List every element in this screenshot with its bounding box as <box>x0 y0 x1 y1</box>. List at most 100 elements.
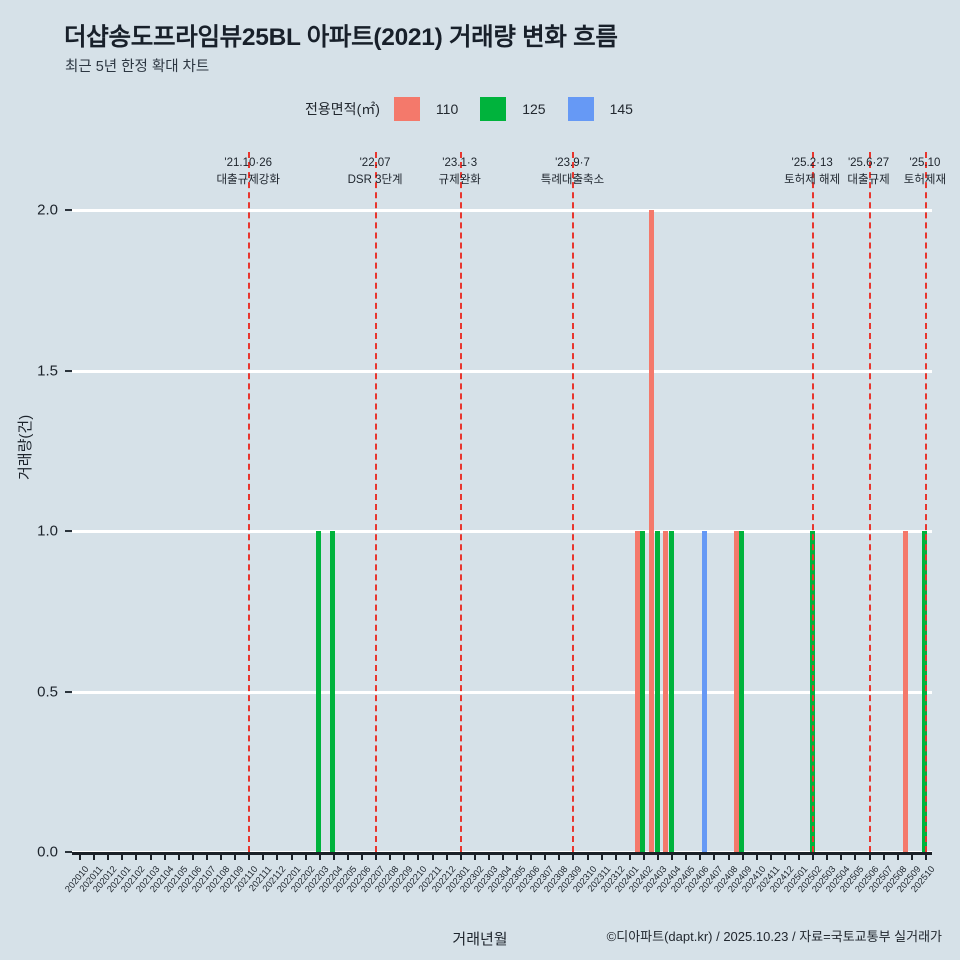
x-tick-mark-202202 <box>304 852 307 860</box>
legend-item-110[interactable]: 110 <box>393 97 474 121</box>
event-label: 토허제재 <box>903 174 947 186</box>
bar-202404-110 <box>663 531 669 852</box>
y-tick-label-2.0: 2.0 <box>37 201 58 219</box>
page-subtitle: 최근 5년 한정 확대 차트 <box>65 59 210 75</box>
x-tick-mark-202506 <box>868 852 871 860</box>
chart-legend: 전용면적(㎡) 110 125 145 <box>0 97 960 121</box>
x-tick-mark-202309 <box>572 852 575 860</box>
event-line-202309 <box>572 152 575 852</box>
legend-label-125: 125 <box>522 101 546 117</box>
event-annotation-202502: '25.2·13 토허제 해제 <box>784 155 840 189</box>
x-tick-mark-202012 <box>107 852 110 860</box>
bar-202203-125 <box>316 531 322 852</box>
legend-item-145[interactable]: 145 <box>567 97 649 121</box>
gridline-1.5 <box>72 369 932 373</box>
legend-item-125[interactable]: 125 <box>480 97 561 121</box>
x-tick-mark-202104 <box>163 852 166 860</box>
event-label: 토허제 해제 <box>784 174 841 186</box>
x-tick-mark-202404 <box>671 852 674 860</box>
event-annotation-202110: '21.10·26 대출규제강화 <box>216 155 279 189</box>
x-tick-mark-202409 <box>741 852 744 860</box>
x-tick-mark-202105 <box>177 852 180 860</box>
bar-202409-125 <box>739 531 745 852</box>
y-tick-mark-0.5 <box>65 690 72 693</box>
event-date: '25.6·27 <box>847 157 890 169</box>
legend-title: 전용면적(㎡) <box>305 101 380 117</box>
event-line-202510 <box>924 152 927 852</box>
bar-202404-125 <box>668 531 674 852</box>
x-tick-mark-202505 <box>854 852 857 860</box>
x-tick-mark-202212 <box>445 852 448 860</box>
x-tick-mark-202507 <box>882 852 885 860</box>
x-tick-mark-202110 <box>248 852 251 860</box>
x-tick-mark-202504 <box>840 852 843 860</box>
bar-202509-110 <box>903 531 909 852</box>
x-tick-mark-202410 <box>755 852 758 860</box>
event-date: '22.07 <box>359 157 391 169</box>
x-tick-mark-202205 <box>346 852 349 860</box>
event-line-202502 <box>812 152 815 852</box>
x-tick-mark-202312 <box>614 852 617 860</box>
y-tick-mark-1.5 <box>65 369 72 372</box>
gridline-1.0 <box>72 530 932 533</box>
x-tick-mark-202106 <box>191 852 194 860</box>
x-tick-mark-202207 <box>375 852 378 860</box>
gridline-2.0 <box>72 209 932 212</box>
bar-202402-110 <box>635 531 641 852</box>
event-line-202301 <box>459 152 462 852</box>
x-tick-mark-202108 <box>220 852 223 860</box>
event-date: '23.1·3 <box>442 157 478 169</box>
x-tick-mark-202112 <box>276 852 279 860</box>
y-tick-label-0.5: 0.5 <box>37 683 58 700</box>
bar-202204-125 <box>330 531 336 852</box>
x-tick-mark-202101 <box>121 852 124 860</box>
x-tick-mark-202206 <box>361 852 364 860</box>
x-tick-mark-202403 <box>657 852 660 860</box>
x-tick-mark-202305 <box>516 852 519 860</box>
x-tick-mark-202402 <box>642 852 645 860</box>
event-annotation-202510: '25.10 토허제재 <box>904 155 946 189</box>
plot-area: 0.0 0.5 1.0 1.5 2.0 '21.10·26 대출규제강화 '22.07 DSR … <box>37 152 946 861</box>
x-tick-mark-202211 <box>431 852 434 860</box>
x-tick-mark-202510 <box>924 852 927 860</box>
x-tick-mark-202109 <box>234 852 237 860</box>
event-label: 특례대출축소 <box>540 174 605 186</box>
event-annotation-202207: '22.07 DSR 3단계 <box>348 155 403 189</box>
y-tick-label-0.0: 0.0 <box>37 843 58 861</box>
x-tick-mark-202102 <box>135 852 138 860</box>
event-label: 대출규제 <box>847 174 890 186</box>
x-tick-mark-202509 <box>910 852 913 860</box>
bar-202409-110 <box>733 531 739 852</box>
event-line-202110 <box>248 152 251 852</box>
x-tick-mark-202103 <box>149 852 152 860</box>
event-annotation-202506: '25.6·27 대출규제 <box>847 155 889 189</box>
x-tick-mark-202111 <box>262 852 265 860</box>
x-tick-mark-202407 <box>713 852 716 860</box>
event-date: '21.10·26 <box>224 157 273 169</box>
gridline-0.5 <box>72 690 932 694</box>
x-tick-mark-202412 <box>783 852 786 860</box>
bar-202406-145 <box>702 531 708 852</box>
legend-label-145: 145 <box>609 101 633 117</box>
legend-swatch-145 <box>567 97 594 121</box>
y-tick-label-1.5: 1.5 <box>37 362 58 379</box>
x-tick-mark-202411 <box>769 852 772 860</box>
x-tick-mark-202302 <box>473 852 476 860</box>
x-tick-mark-202011 <box>93 852 96 860</box>
x-tick-mark-202406 <box>699 852 702 860</box>
y-tick-mark-2.0 <box>65 209 72 211</box>
y-tick-mark-0.0 <box>65 851 72 853</box>
event-annotation-202301: '23.1·3 규제완화 <box>439 155 481 189</box>
x-tick-mark-202203 <box>318 852 321 860</box>
x-tick-mark-202311 <box>600 852 603 860</box>
x-tick-mark-202310 <box>586 852 589 860</box>
footer-credit: ©디아파트(dapt.kr) / 2025.10.23 / 자료=국토교통부 실… <box>606 929 942 944</box>
x-tick-mark-202502 <box>812 852 815 860</box>
x-tick-mark-202107 <box>205 852 208 860</box>
x-tick-mark-202503 <box>826 852 829 860</box>
x-tick-mark-202401 <box>628 852 631 860</box>
event-label: 대출규제강화 <box>216 174 280 186</box>
x-tick-mark-202301 <box>459 852 462 860</box>
x-tick-mark-202308 <box>558 852 561 860</box>
x-axis-label: 거래년월 <box>452 931 508 948</box>
